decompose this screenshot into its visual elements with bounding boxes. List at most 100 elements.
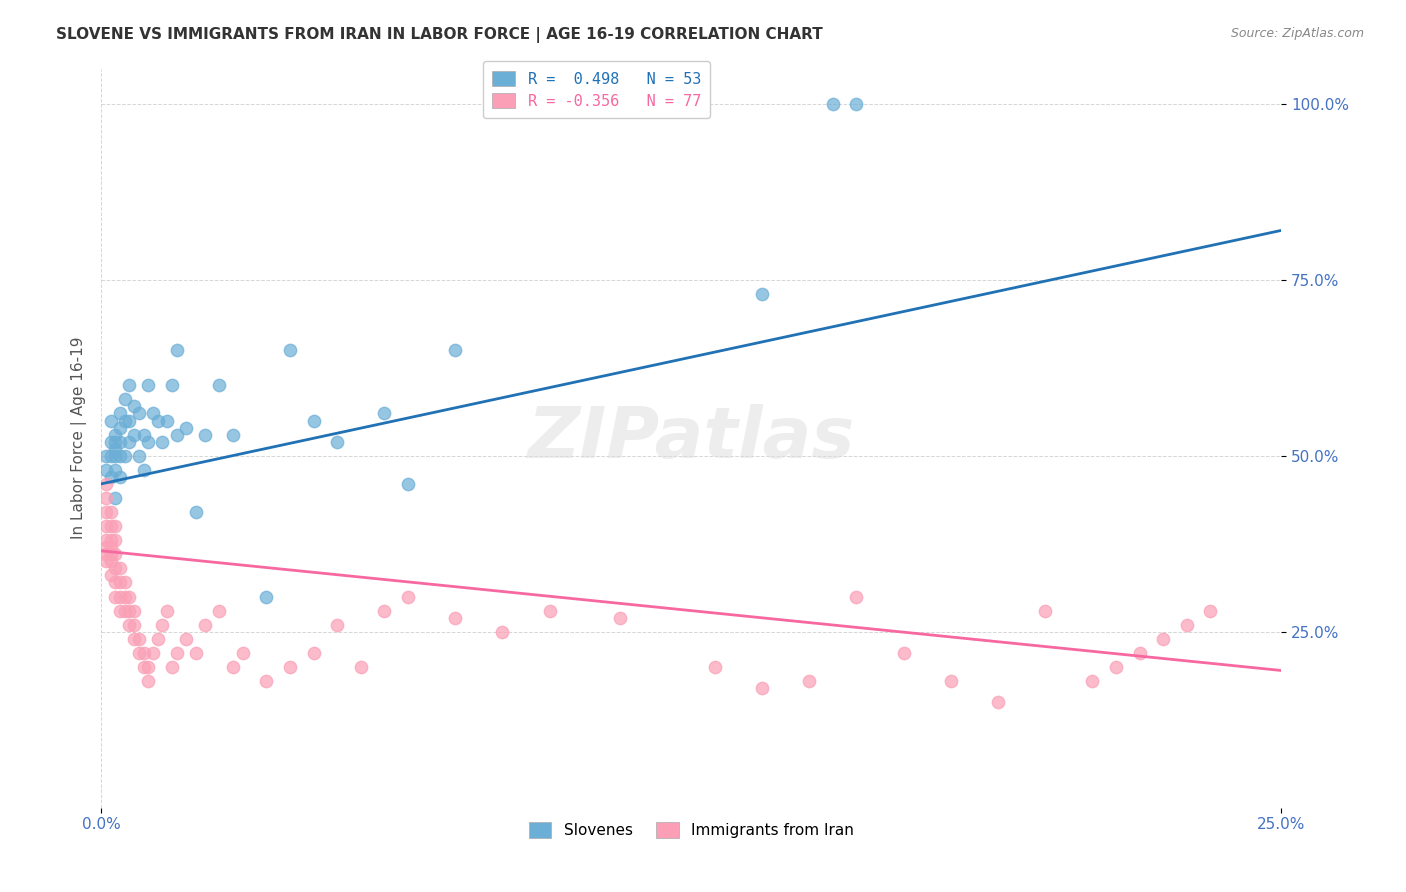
- Point: [302, 646, 325, 660]
- Point: [1105, 660, 1128, 674]
- Point: [194, 427, 217, 442]
- Point: [100, 533, 122, 548]
- Point: [160, 378, 183, 392]
- Point: [1175, 617, 1198, 632]
- Point: [278, 660, 301, 674]
- Point: [118, 413, 141, 427]
- Point: [396, 476, 419, 491]
- Point: [132, 646, 155, 660]
- Point: [114, 590, 136, 604]
- Point: [208, 378, 231, 392]
- Point: [104, 533, 127, 548]
- Point: [751, 286, 773, 301]
- Point: [797, 673, 820, 688]
- Point: [1152, 632, 1174, 646]
- Point: [122, 617, 145, 632]
- Point: [174, 632, 197, 646]
- Point: [194, 617, 217, 632]
- Point: [94, 533, 117, 548]
- Text: ZIPatlas: ZIPatlas: [527, 404, 855, 473]
- Point: [350, 660, 373, 674]
- Point: [893, 646, 915, 660]
- Point: [100, 434, 122, 449]
- Point: [114, 392, 136, 407]
- Point: [100, 568, 122, 582]
- Point: [160, 660, 183, 674]
- Point: [396, 590, 419, 604]
- Point: [104, 442, 127, 456]
- Point: [114, 575, 136, 590]
- Point: [132, 463, 155, 477]
- Point: [118, 590, 141, 604]
- Point: [108, 434, 131, 449]
- Point: [108, 470, 131, 484]
- Point: [94, 541, 117, 555]
- Point: [987, 695, 1010, 709]
- Point: [94, 554, 117, 568]
- Point: [751, 681, 773, 695]
- Point: [122, 632, 145, 646]
- Point: [114, 413, 136, 427]
- Point: [136, 378, 159, 392]
- Point: [100, 519, 122, 533]
- Point: [104, 519, 127, 533]
- Point: [100, 547, 122, 561]
- Legend: Slovenes, Immigrants from Iran: Slovenes, Immigrants from Iran: [523, 816, 859, 845]
- Point: [108, 604, 131, 618]
- Point: [156, 604, 179, 618]
- Point: [208, 604, 231, 618]
- Point: [254, 590, 277, 604]
- Point: [326, 434, 349, 449]
- Point: [104, 491, 127, 505]
- Point: [108, 561, 131, 575]
- Point: [166, 427, 188, 442]
- Point: [104, 547, 127, 561]
- Y-axis label: In Labor Force | Age 16-19: In Labor Force | Age 16-19: [72, 337, 87, 540]
- Point: [136, 673, 159, 688]
- Point: [128, 632, 150, 646]
- Point: [104, 434, 127, 449]
- Point: [142, 646, 165, 660]
- Point: [184, 505, 207, 519]
- Point: [128, 449, 150, 463]
- Point: [132, 427, 155, 442]
- Point: [703, 660, 725, 674]
- Point: [94, 463, 117, 477]
- Point: [184, 646, 207, 660]
- Point: [222, 427, 245, 442]
- Text: Source: ZipAtlas.com: Source: ZipAtlas.com: [1230, 27, 1364, 40]
- Point: [100, 413, 122, 427]
- Point: [174, 420, 197, 434]
- Point: [166, 343, 188, 358]
- Point: [152, 617, 174, 632]
- Text: SLOVENE VS IMMIGRANTS FROM IRAN IN LABOR FORCE | AGE 16-19 CORRELATION CHART: SLOVENE VS IMMIGRANTS FROM IRAN IN LABOR…: [56, 27, 823, 43]
- Point: [100, 505, 122, 519]
- Point: [373, 407, 395, 421]
- Point: [254, 673, 277, 688]
- Point: [373, 604, 395, 618]
- Point: [538, 604, 561, 618]
- Point: [108, 420, 131, 434]
- Point: [104, 561, 127, 575]
- Point: [118, 604, 141, 618]
- Point: [94, 519, 117, 533]
- Point: [156, 413, 179, 427]
- Point: [108, 407, 131, 421]
- Point: [845, 96, 868, 111]
- Point: [491, 624, 513, 639]
- Point: [118, 617, 141, 632]
- Point: [122, 604, 145, 618]
- Point: [104, 427, 127, 442]
- Point: [1081, 673, 1104, 688]
- Point: [845, 590, 868, 604]
- Point: [94, 547, 117, 561]
- Point: [1128, 646, 1150, 660]
- Point: [821, 96, 844, 111]
- Point: [118, 434, 141, 449]
- Point: [118, 378, 141, 392]
- Point: [122, 400, 145, 414]
- Point: [444, 610, 467, 624]
- Point: [128, 407, 150, 421]
- Point: [609, 610, 631, 624]
- Point: [222, 660, 245, 674]
